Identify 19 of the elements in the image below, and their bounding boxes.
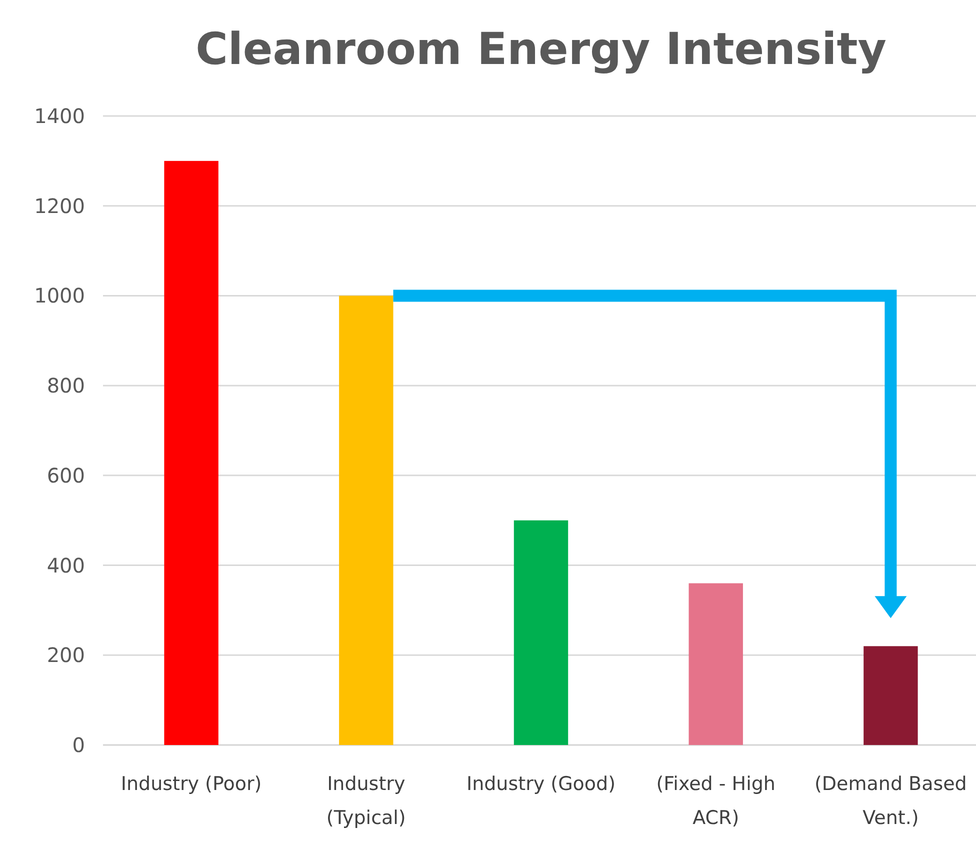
x-tick-label: Industry (Poor) <box>120 773 262 795</box>
y-tick-label: 1000 <box>34 284 85 308</box>
bar <box>164 160 218 745</box>
x-tick-label: (Fixed - High ACR) <box>656 773 776 829</box>
y-tick-label: 1400 <box>34 104 85 128</box>
x-tick-label: (Demand Based Vent.) <box>814 773 967 829</box>
x-tick-label: Industry (Good) <box>466 773 616 795</box>
chart-title: Cleanroom Energy Intensity <box>196 24 886 75</box>
bar <box>339 296 394 745</box>
y-tick-label: 600 <box>46 463 85 488</box>
x-tick-label: Industry (Typical) <box>326 773 406 829</box>
y-tick-label: 800 <box>46 374 85 398</box>
bar <box>864 646 918 745</box>
y-tick-label: 200 <box>46 643 85 668</box>
bar <box>688 583 743 745</box>
y-tick-label: 0 <box>72 733 85 757</box>
bar <box>514 520 568 745</box>
y-tick-label: 400 <box>46 553 85 578</box>
y-tick-label: 1200 <box>34 194 85 218</box>
